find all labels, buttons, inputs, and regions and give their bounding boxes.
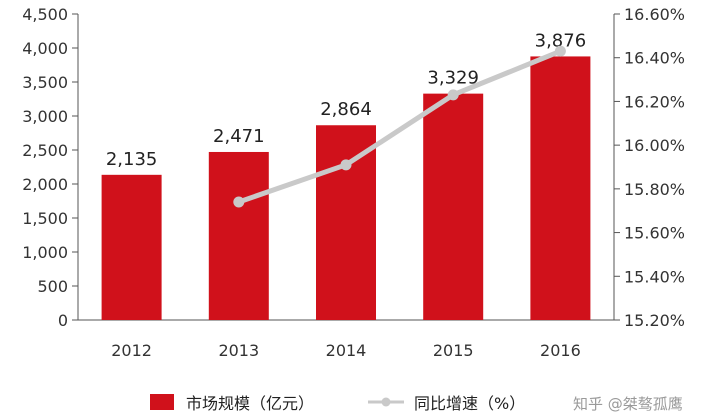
bar-series <box>101 56 591 321</box>
growth-point <box>233 196 245 208</box>
legend: 市场规模（亿元） 同比增速（%） <box>150 394 525 413</box>
right-tick-label: 15.20% <box>624 311 685 330</box>
right-y-axis: 15.20% 15.40% 15.60% 15.80% 16.00% 16.20% 16.4… <box>613 5 685 330</box>
growth-line-series <box>233 45 566 208</box>
right-tick-label: 16.60% <box>624 5 685 24</box>
left-tick-label: 3,500 <box>22 73 68 92</box>
left-tick-label: 500 <box>37 277 68 296</box>
bar-value-label: 3,329 <box>427 68 479 89</box>
bar <box>316 125 376 320</box>
watermark-text: 知乎 @桀骜孤鹰 <box>573 395 683 413</box>
right-tick-label: 16.00% <box>624 136 685 155</box>
right-tick-label: 15.80% <box>624 180 685 199</box>
right-tick-label: 15.60% <box>624 224 685 243</box>
bar-value-label: 2,135 <box>106 149 158 170</box>
bar-value-label: 2,864 <box>320 99 372 120</box>
x-tick-label: 2012 <box>111 341 152 360</box>
bar <box>530 56 591 320</box>
bar <box>101 174 162 320</box>
bar <box>208 151 269 320</box>
x-tick-label: 2013 <box>218 341 259 360</box>
growth-point <box>447 89 459 101</box>
x-axis: 2012 2013 2014 2015 2016 <box>78 319 614 360</box>
right-tick-label: 16.20% <box>624 92 685 111</box>
growth-point <box>554 45 566 57</box>
right-tick-label: 16.40% <box>624 49 685 68</box>
legend-label-line: 同比增速（%） <box>414 394 525 413</box>
x-tick-label: 2014 <box>326 341 367 360</box>
bar-value-label: 2,471 <box>213 126 265 147</box>
bar-data-labels: 2,135 2,471 2,864 3,329 3,876 <box>106 30 586 169</box>
left-tick-label: 4,500 <box>22 5 68 24</box>
growth-point <box>340 159 352 171</box>
bar <box>423 93 484 321</box>
legend-label-bar: 市场规模（亿元） <box>186 394 314 413</box>
growth-line <box>237 48 562 205</box>
legend-swatch-bar <box>150 394 174 410</box>
left-tick-label: 2,000 <box>22 175 68 194</box>
bar-value-label: 3,876 <box>535 30 587 51</box>
left-tick-label: 3,000 <box>22 107 68 126</box>
left-tick-label: 2,500 <box>22 141 68 160</box>
legend-swatch-marker <box>381 397 391 407</box>
right-tick-label: 15.40% <box>624 267 685 286</box>
left-y-axis: 0 500 1,000 1,500 2,000 2,500 3,000 3,500 4,000 4… <box>22 5 79 330</box>
left-tick-label: 1,500 <box>22 209 68 228</box>
x-tick-label: 2015 <box>433 341 474 360</box>
left-tick-label: 0 <box>58 311 68 330</box>
left-tick-label: 4,000 <box>22 39 68 58</box>
left-tick-label: 1,000 <box>22 243 68 262</box>
x-tick-label: 2016 <box>540 341 581 360</box>
